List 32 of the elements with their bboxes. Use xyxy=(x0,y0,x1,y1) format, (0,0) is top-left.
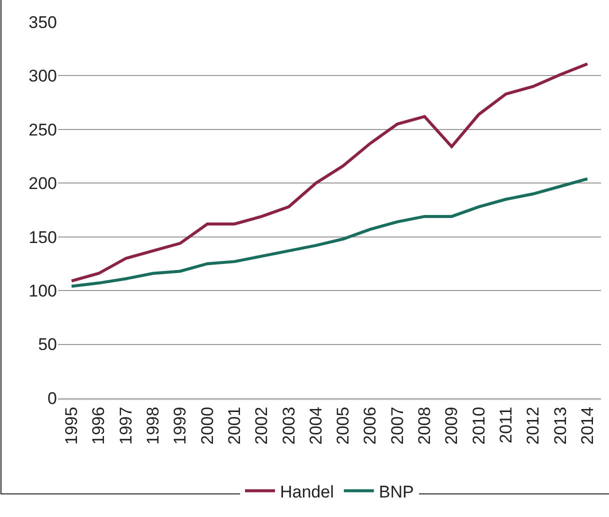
x-tick-label: 2010 xyxy=(469,406,488,445)
legend-label: Handel xyxy=(280,482,334,502)
x-tick-label: 2011 xyxy=(496,406,516,444)
y-tick-label: 200 xyxy=(28,174,57,194)
y-tick-label: 250 xyxy=(28,120,57,140)
y-tick-label: 300 xyxy=(28,66,57,86)
x-tick-label: 2005 xyxy=(334,406,353,445)
line-series xyxy=(70,177,589,288)
x-tick-label: 2006 xyxy=(360,406,380,445)
y-tick-label: 150 xyxy=(28,228,57,247)
legend-label: BNP xyxy=(378,482,414,502)
x-tick-label: 1995 xyxy=(62,406,82,445)
x-tick-label: 1996 xyxy=(89,406,108,445)
x-tick-label: 2007 xyxy=(388,406,407,445)
x-tick-label: 2009 xyxy=(442,406,462,445)
x-tick-label: 2014 xyxy=(578,406,597,445)
x-tick-label: 1997 xyxy=(116,406,136,445)
y-tick-label: 0 xyxy=(48,388,57,408)
x-tick-label: 2004 xyxy=(306,406,326,445)
x-tick-label: 2001 xyxy=(224,406,244,445)
y-tick-label: 100 xyxy=(28,282,57,301)
x-tick-label: 2012 xyxy=(524,406,543,445)
x-tick-label: 2003 xyxy=(279,406,298,445)
x-tick-label: 2000 xyxy=(198,406,217,445)
x-tick-label: 1998 xyxy=(144,406,163,445)
x-tick-label: 1999 xyxy=(170,406,190,445)
line-series xyxy=(70,62,589,282)
y-tick-label: 50 xyxy=(38,335,57,354)
y-tick-label: 350 xyxy=(28,12,57,32)
x-tick-label: 2008 xyxy=(415,406,434,445)
x-tick-label: 2002 xyxy=(252,406,272,445)
x-tick-label: 2013 xyxy=(550,406,570,445)
